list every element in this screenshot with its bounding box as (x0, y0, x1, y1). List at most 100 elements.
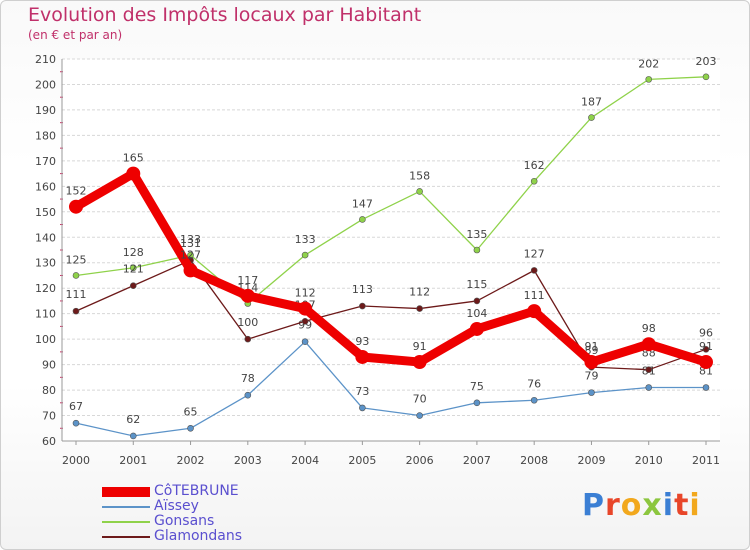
data-point (129, 432, 137, 440)
data-label: 158 (409, 169, 430, 182)
data-label: 104 (466, 307, 487, 320)
y-tick-label: 60 (42, 435, 56, 448)
data-label: 96 (699, 326, 713, 339)
data-point (584, 355, 599, 370)
y-tick-label: 190 (35, 104, 56, 117)
data-point (473, 246, 481, 254)
proxiti-logo: Proxiti (582, 488, 701, 523)
data-label: 152 (66, 185, 87, 198)
data-label: 202 (638, 57, 659, 70)
data-label: 67 (69, 400, 83, 413)
data-label: 98 (642, 322, 656, 335)
legend-label: CôTEBRUNE (154, 483, 239, 499)
data-point (72, 307, 80, 315)
data-point (359, 404, 366, 412)
legend-swatch (102, 487, 150, 497)
data-label: 112 (295, 287, 316, 300)
y-tick-label: 120 (35, 282, 56, 295)
x-tick-label: 2005 (348, 454, 376, 467)
data-point (530, 177, 538, 185)
data-point (126, 166, 141, 181)
data-point (699, 355, 713, 370)
chart-subtitle: (en € et par an) (28, 28, 123, 42)
data-point (69, 199, 83, 214)
data-point (187, 424, 194, 432)
data-point (244, 391, 252, 399)
y-tick-label: 200 (35, 78, 56, 91)
legend-swatch (102, 521, 150, 523)
data-label: 91 (413, 340, 427, 353)
series-c-tebrune: 152 165 127 117 112 93 91 104 111 91 98 91 (66, 152, 713, 370)
data-label: 162 (524, 159, 545, 172)
data-point (473, 297, 481, 305)
x-tick-label: 2004 (291, 454, 319, 467)
chart-title: Evolution des Impôts locaux par Habitant (28, 4, 422, 26)
data-label: 100 (237, 316, 258, 329)
data-label: 121 (123, 263, 144, 276)
data-label: 165 (123, 152, 144, 165)
data-label: 79 (584, 370, 598, 383)
y-tick-label: 140 (35, 231, 56, 244)
data-point (641, 337, 656, 352)
data-label: 113 (352, 283, 373, 296)
data-point (416, 188, 423, 195)
logo-letter: P (582, 488, 605, 523)
plot-area (62, 59, 720, 441)
y-tick-label: 170 (35, 155, 56, 168)
data-point (129, 264, 137, 272)
legend-label: Gonsans (154, 513, 215, 529)
data-point (469, 321, 484, 336)
data-point (588, 389, 595, 396)
x-tick-label: 2007 (463, 454, 491, 467)
data-point (412, 355, 427, 370)
data-point (473, 399, 481, 407)
logo-letter: i (689, 488, 701, 523)
logo-letter: t (674, 488, 690, 523)
data-label: 128 (123, 246, 144, 259)
data-point (702, 73, 710, 81)
y-tick-label: 110 (35, 308, 56, 321)
data-point (645, 366, 653, 373)
y-tick-label: 210 (35, 53, 56, 66)
y-tick-label: 70 (42, 410, 56, 423)
data-label: 78 (241, 372, 255, 385)
y-tick-label: 130 (35, 257, 56, 270)
logo-letter: i (662, 488, 675, 523)
x-tick-label: 2010 (635, 454, 663, 467)
data-label: 147 (352, 197, 373, 210)
data-point (301, 338, 309, 345)
data-label: 125 (66, 253, 87, 266)
data-label: 93 (355, 335, 369, 348)
series-line (75, 259, 707, 371)
data-point (702, 346, 710, 353)
data-point (527, 304, 542, 319)
series-line (75, 341, 707, 437)
x-tick-label: 2008 (520, 454, 548, 467)
data-label: 135 (466, 228, 487, 241)
y-tick-label: 100 (35, 333, 56, 346)
data-point (359, 302, 366, 310)
legend-swatch (102, 506, 150, 508)
data-label: 76 (527, 377, 541, 390)
data-point (298, 301, 313, 316)
series-line (71, 169, 711, 367)
data-point (645, 76, 653, 83)
legend-swatch (102, 536, 150, 538)
y-tick-label: 80 (42, 384, 56, 397)
data-label: 91 (699, 340, 713, 353)
data-label: 127 (180, 248, 201, 261)
data-point (530, 267, 538, 274)
data-point (301, 251, 309, 259)
data-label: 203 (696, 55, 717, 68)
data-point (359, 216, 366, 223)
x-tick-label: 2002 (177, 454, 205, 467)
data-label: 133 (295, 233, 316, 246)
data-label: 115 (466, 278, 487, 291)
x-tick-label: 2001 (119, 454, 147, 467)
data-label: 112 (409, 286, 430, 299)
data-label: 117 (237, 274, 258, 287)
data-label: 65 (184, 405, 198, 418)
data-label: 131 (180, 237, 201, 250)
data-point (355, 349, 370, 364)
